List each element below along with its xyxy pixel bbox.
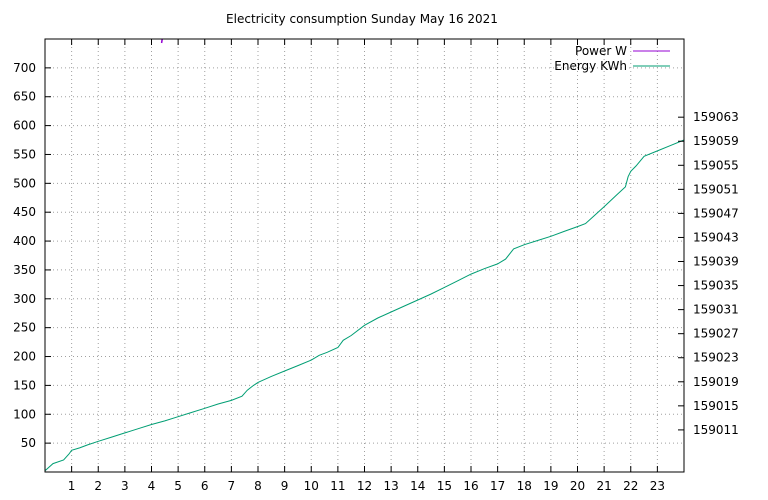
x-tick-label: 7 — [228, 479, 236, 493]
axis-ticks — [45, 39, 684, 472]
y-tick-label: 550 — [13, 147, 36, 161]
x-tick-label: 23 — [650, 479, 665, 493]
series-lines — [44, 38, 685, 472]
chart-title: Electricity consumption Sunday May 16 20… — [226, 12, 498, 26]
y2-tick-label: 159031 — [693, 303, 739, 317]
energy-kwh-series-line — [44, 139, 685, 472]
y2-tick-label: 159059 — [693, 134, 739, 148]
x-tick-label: 20 — [570, 479, 585, 493]
power-w-series-line — [160, 38, 163, 44]
x-tick-label: 5 — [174, 479, 182, 493]
y2-tick-label: 159039 — [693, 255, 739, 269]
grid-lines — [45, 39, 684, 472]
x-tick-label: 14 — [410, 479, 425, 493]
x-tick-label: 22 — [623, 479, 638, 493]
y2-tick-label: 159035 — [693, 279, 739, 293]
y-tick-label: 100 — [13, 407, 36, 421]
legend-label: Power W — [575, 44, 627, 58]
y2-tick-label: 159015 — [693, 399, 739, 413]
y2-tick-label: 159055 — [693, 158, 739, 172]
y-tick-label: 300 — [13, 292, 36, 306]
y2-tick-label: 159047 — [693, 206, 739, 220]
x-tick-label: 15 — [437, 479, 452, 493]
y2-tick-label: 159023 — [693, 351, 739, 365]
x-tick-label: 21 — [596, 479, 611, 493]
x-tick-label: 11 — [330, 479, 345, 493]
y2-tick-label: 159011 — [693, 423, 739, 437]
y-tick-label: 50 — [21, 436, 36, 450]
x-tick-label: 9 — [281, 479, 289, 493]
legend-label: Energy KWh — [554, 59, 627, 73]
y-tick-label: 700 — [13, 61, 36, 75]
y2-tick-label: 159019 — [693, 375, 739, 389]
y-tick-label: 600 — [13, 119, 36, 133]
x-tick-label: 1 — [68, 479, 76, 493]
x-tick-label: 18 — [517, 479, 532, 493]
x-tick-label: 8 — [254, 479, 262, 493]
y-tick-label: 350 — [13, 263, 36, 277]
x-tick-label: 2 — [94, 479, 102, 493]
y2-tick-label: 159063 — [693, 110, 739, 124]
x-tick-label: 16 — [463, 479, 478, 493]
y-tick-label: 450 — [13, 205, 36, 219]
y2-tick-label: 159051 — [693, 182, 739, 196]
y2-tick-label: 159027 — [693, 327, 739, 341]
x-tick-label: 10 — [304, 479, 319, 493]
y2-tick-label: 159043 — [693, 230, 739, 244]
x-tick-label: 12 — [357, 479, 372, 493]
x-tick-label: 3 — [121, 479, 129, 493]
x-tick-label: 6 — [201, 479, 209, 493]
x-tick-label: 13 — [383, 479, 398, 493]
y-tick-label: 150 — [13, 378, 36, 392]
y-tick-label: 650 — [13, 90, 36, 104]
y-tick-label: 400 — [13, 234, 36, 248]
x-tick-label: 4 — [148, 479, 156, 493]
x-tick-label: 19 — [543, 479, 558, 493]
y-tick-label: 250 — [13, 321, 36, 335]
y-tick-label: 200 — [13, 350, 36, 364]
y-tick-label: 500 — [13, 176, 36, 190]
tick-labels: 1 2 3 4 5 6 7 8 9 10 11 12 13 14 15 16 17 18 19 20 21 22 23501… — [13, 61, 739, 493]
x-tick-label: 17 — [490, 479, 505, 493]
